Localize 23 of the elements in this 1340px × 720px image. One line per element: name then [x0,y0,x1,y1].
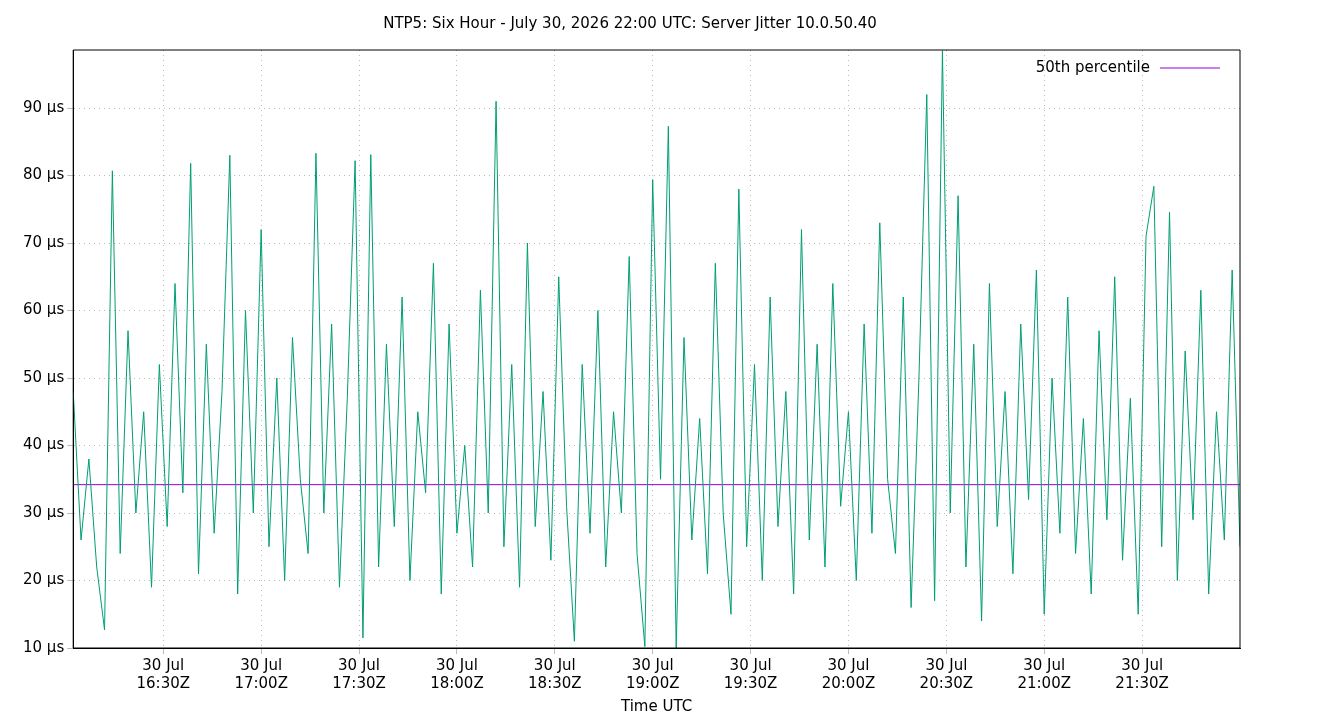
y-tick-label: 50 µs [22,367,65,386]
y-tick-label: 90 µs [22,97,65,116]
y-tick-label: 30 µs [22,502,65,521]
y-tick-label: 20 µs [22,570,65,589]
x-tick-label: 30 Jul 16:30Z [136,655,191,692]
x-tick-label: 30 Jul 19:00Z [625,655,680,692]
x-tick-label: 30 Jul 18:00Z [430,655,484,692]
y-tick-label: 10 µs [22,637,65,656]
x-tick-label: 30 Jul 17:00Z [234,655,288,692]
x-tick-label: 30 Jul 19:30Z [723,655,778,692]
x-tick-label: 30 Jul 18:30Z [528,655,582,692]
x-tick-label: 30 Jul 21:00Z [1017,655,1071,692]
x-tick-label: 30 Jul 21:30Z [1115,655,1169,692]
chart-title: NTP5: Six Hour - July 30, 2026 22:00 UTC: Server Jitter 10.0.50.40 [383,13,877,32]
legend-label: 50th percentile [1035,57,1150,76]
x-tick-label: 30 Jul 20:30Z [919,655,974,692]
x-tick-label: 30 Jul 17:30Z [332,655,386,692]
y-tick-label: 80 µs [22,165,65,184]
x-tick-label: 30 Jul 20:00Z [821,655,876,692]
y-tick-label: 70 µs [22,232,65,251]
y-tick-label: 60 µs [22,300,65,319]
y-tick-label: 40 µs [22,435,65,454]
x-axis-title: Time UTC [620,696,693,715]
